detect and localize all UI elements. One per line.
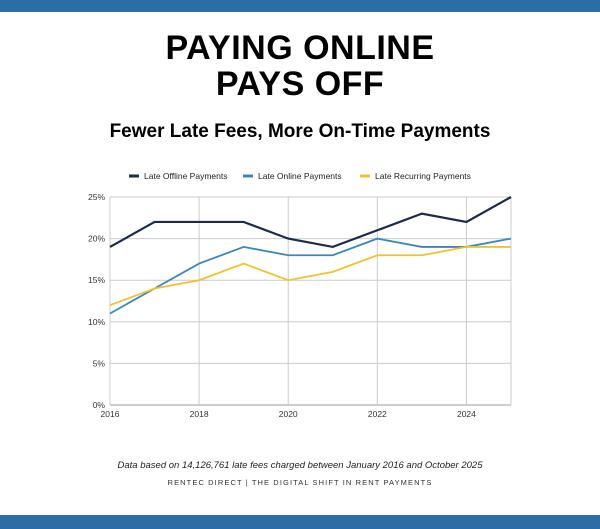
legend-label-2: Late Online Payments xyxy=(258,171,342,181)
x-tick-label: 2022 xyxy=(368,409,387,419)
line-chart: 0% 5% 10% 15% 20% 25% 2016 2018 2020 2022 2024 Late… xyxy=(88,171,512,419)
y-tick-label: 25% xyxy=(88,192,105,202)
legend-label-3: Late Recurring Payments xyxy=(375,171,471,181)
title-line-2: PAYS OFF xyxy=(215,65,385,103)
series-line-3 xyxy=(109,246,511,307)
y-tick-label: 5% xyxy=(93,358,106,368)
x-tick-label: 2020 xyxy=(279,409,298,419)
top-band xyxy=(0,0,600,12)
y-tick-label: 20% xyxy=(88,234,105,244)
subtitle: Fewer Late Fees, More On-Time Payments xyxy=(109,121,491,142)
y-tick-label: 10% xyxy=(88,317,105,327)
credit: RENTEC DIRECT | THE DIGITAL SHIFT IN REN… xyxy=(167,478,433,487)
page-title: PAYING ONLINE PAYS OFF xyxy=(0,30,600,102)
x-tick-label: 2016 xyxy=(101,409,120,419)
footnote: Data based on 14,126,761 late fees charg… xyxy=(117,460,483,471)
y-tick-label: 15% xyxy=(88,275,105,285)
x-tick-label: 2018 xyxy=(190,409,209,419)
series-line-2 xyxy=(109,237,512,315)
legend-label-1: Late Offline Payments xyxy=(144,171,227,181)
bottom-band xyxy=(0,515,600,529)
y-tick-label: 0% xyxy=(93,400,106,410)
series-line-1 xyxy=(109,196,512,249)
x-tick-label: 2024 xyxy=(457,409,476,419)
title-line-1: PAYING ONLINE xyxy=(165,29,435,67)
